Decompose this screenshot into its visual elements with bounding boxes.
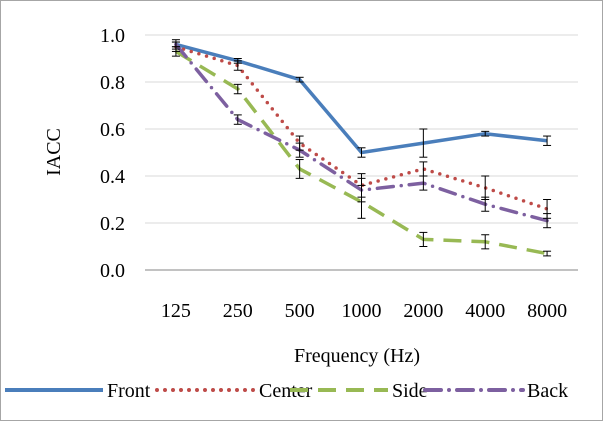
error-bar xyxy=(481,234,490,250)
error-bar xyxy=(357,147,366,158)
series-line-front xyxy=(175,42,548,155)
error-bar xyxy=(481,130,490,137)
legend-label-back: Back xyxy=(527,380,568,402)
y-tick-label: 0.0 xyxy=(100,260,125,282)
error-bar xyxy=(543,135,552,146)
error-bar xyxy=(295,142,304,158)
y-tick-label: 0.4 xyxy=(100,166,125,188)
x-tick-labels: 125 250 500 1000 2000 4000 8000 xyxy=(161,300,567,322)
x-tick-label: 125 xyxy=(161,300,191,322)
y-tick-label: 0.8 xyxy=(100,72,125,94)
error-bar xyxy=(171,39,180,50)
error-bar xyxy=(357,177,366,203)
error-bar xyxy=(233,60,242,71)
x-tick-label: 4000 xyxy=(465,300,505,322)
error-bar xyxy=(295,76,304,83)
error-bars xyxy=(171,39,552,257)
legend: Front Center Side Back xyxy=(5,380,568,402)
error-bar xyxy=(233,114,242,125)
x-tick-label: 2000 xyxy=(403,300,443,322)
x-tick-label: 1000 xyxy=(342,300,382,322)
y-tick-labels: 0.0 0.2 0.4 0.6 0.8 1.0 xyxy=(100,25,125,282)
legend-label-front: Front xyxy=(107,380,151,402)
x-tick-label: 500 xyxy=(285,300,315,322)
error-bar xyxy=(543,250,552,257)
gridlines xyxy=(145,34,578,271)
error-bar xyxy=(481,196,490,212)
error-bar xyxy=(419,175,428,191)
error-bar xyxy=(233,83,242,95)
x-axis-title: Frequency (Hz) xyxy=(294,345,420,367)
y-tick-label: 1.0 xyxy=(100,25,125,47)
error-bar xyxy=(481,175,490,200)
legend-label-side: Side xyxy=(392,380,428,402)
x-tick-label: 250 xyxy=(223,300,253,322)
legend-label-center: Center xyxy=(259,380,313,402)
error-bar xyxy=(419,128,428,158)
error-bar xyxy=(419,231,428,247)
error-bar xyxy=(543,213,552,229)
error-bar xyxy=(295,159,304,179)
y-tick-label: 0.2 xyxy=(100,213,125,235)
x-tick-label: 8000 xyxy=(527,300,567,322)
y-axis-title: IACC xyxy=(43,128,65,176)
y-tick-label: 0.6 xyxy=(100,119,125,141)
